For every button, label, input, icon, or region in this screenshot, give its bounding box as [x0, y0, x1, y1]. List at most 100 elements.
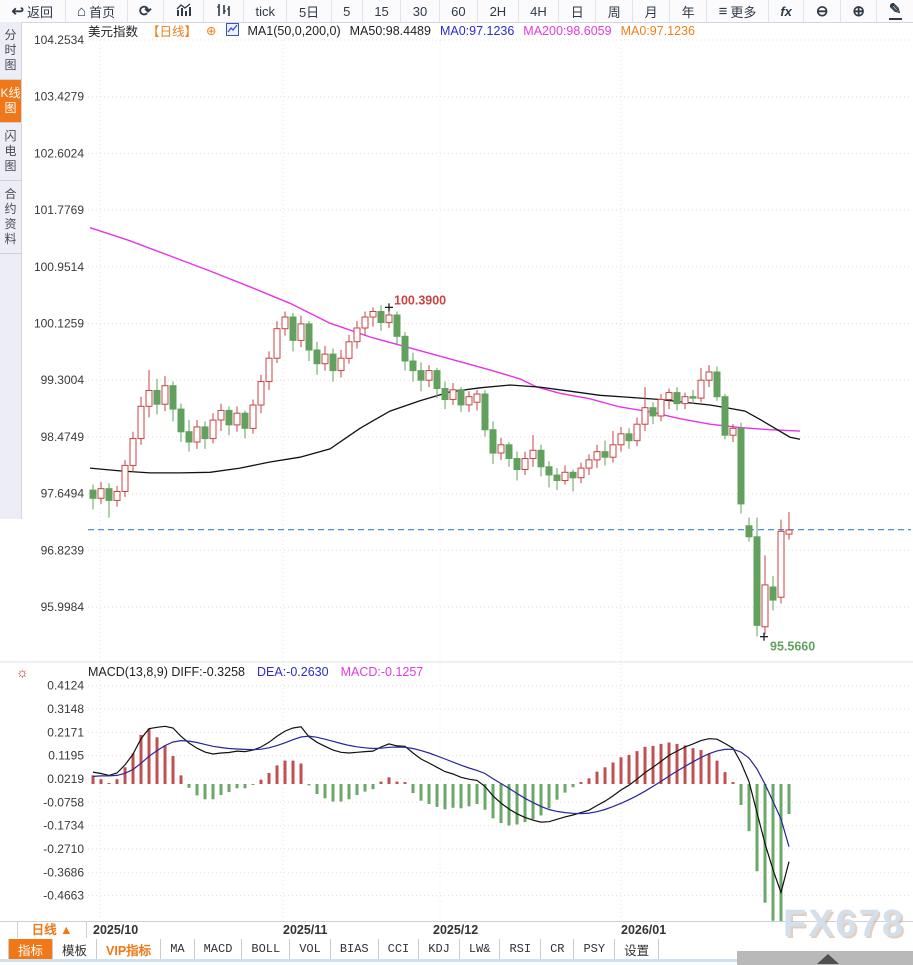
legend-item: MA0:97.1236 [439, 23, 515, 38]
scroll-up-arrow-icon[interactable] [817, 954, 839, 964]
indicator-button-vip指标[interactable]: VIP指标 [97, 939, 162, 959]
toolbar-period-5-button[interactable]: 5 [330, 0, 362, 22]
legend-item: MA1(50,0,200,0) [247, 23, 341, 38]
svg-text:0.4124: 0.4124 [47, 679, 84, 693]
month-label: 2025/10 [93, 923, 139, 937]
home-icon: ⌂ [77, 2, 87, 20]
indicator-toolbar: 指标 模板 VIP指标 MA MACD BOLL VOL BIAS CCI KDJ LW& RSI CR… [0, 939, 913, 962]
svg-text:0.3148: 0.3148 [47, 702, 84, 716]
toolbar-label: 首页 [89, 4, 116, 20]
svg-text:-0.4663: -0.4663 [43, 889, 84, 903]
indicator-button-vol[interactable]: VOL [290, 939, 331, 959]
toolbar-zoom-in[interactable]: ⊕ [839, 0, 877, 22]
toolbar-line-chart[interactable] [163, 0, 203, 22]
svg-text:-0.2710: -0.2710 [43, 842, 84, 856]
svg-text:103.4279: 103.4279 [34, 90, 84, 104]
toolbar-draw[interactable]: ✎ [876, 0, 913, 22]
indicator-button-boll[interactable]: BOLL [242, 939, 291, 959]
macd-settings-icon[interactable]: ☼ [16, 664, 29, 680]
toolbar-back[interactable]: ↩ 返回 [0, 0, 65, 22]
toolbar-period-4h-button[interactable]: 4H [517, 0, 559, 22]
toolbar-period-day-button[interactable]: 日 [558, 0, 595, 22]
month-label: 2025/11 [283, 923, 328, 937]
zoom-in-icon: ⊕ [852, 2, 865, 20]
indicator-button-lw[interactable]: LW& [460, 939, 501, 959]
toolbar-label: 返回 [27, 4, 54, 20]
svg-text:100.9514: 100.9514 [34, 260, 84, 274]
indicator-button-cci[interactable]: CCI [379, 939, 420, 959]
back-icon: ↩ [11, 2, 25, 20]
sidebar-tab-2[interactable]: K线图 [0, 80, 21, 123]
sidebar-tab-4[interactable]: 合约资料 [0, 181, 21, 254]
svg-text:97.6494: 97.6494 [41, 487, 85, 501]
toolbar-period-week-button[interactable]: 周 [595, 0, 632, 22]
sidebar-tab-3[interactable]: 闪电图 [0, 123, 21, 181]
indicator-button-ma[interactable]: MA [161, 939, 195, 959]
legend-item: MA50:98.4489 [349, 23, 431, 38]
toolbar-home[interactable]: ⌂ 首页 [64, 0, 127, 22]
svg-text:100.3900: 100.3900 [394, 293, 446, 307]
indicator-button-指标[interactable]: 指标 [8, 939, 54, 959]
svg-text:101.7769: 101.7769 [34, 203, 84, 217]
toolbar-period-5d-button[interactable]: 5日 [286, 0, 330, 22]
svg-text:95.5660: 95.5660 [770, 640, 815, 654]
toolbar-label: 更多 [730, 4, 757, 20]
candle-chart-icon [216, 3, 232, 20]
toolbar-label: 30 [412, 3, 428, 19]
svg-text:99.3004: 99.3004 [41, 373, 85, 387]
toolbar-label: 5日 [298, 4, 320, 20]
toolbar-candle-chart[interactable] [203, 0, 243, 22]
toolbar-label: 月 [644, 4, 658, 20]
svg-text:95.9984: 95.9984 [41, 600, 85, 614]
indicator-button-macd[interactable]: MACD [195, 939, 243, 959]
toolbar-fx-button[interactable]: fx [767, 0, 804, 22]
toolbar-label: 60 [451, 3, 466, 19]
toolbar-zoom-out[interactable]: ⊖ [803, 0, 840, 22]
indicator-button-rsi[interactable]: RSI [500, 939, 542, 959]
macd-legend-item: DEA:-0.2630 [257, 665, 329, 679]
toolbar-label: 5 [343, 3, 351, 19]
svg-text:-0.1734: -0.1734 [43, 819, 84, 833]
svg-text:-0.0758: -0.0758 [43, 795, 84, 809]
toolbar-refresh[interactable]: ⟳ [126, 0, 164, 22]
toolbar-more[interactable]: ≡ 更多 [706, 0, 768, 22]
toolbar-label: 15 [374, 3, 389, 19]
toolbar-label: 日 [570, 4, 584, 20]
toolbar-label: 年 [681, 4, 695, 20]
svg-text:0.0219: 0.0219 [47, 772, 84, 786]
indicator-button-psy[interactable]: PSY [574, 939, 616, 959]
legend-item: 美元指数 [88, 25, 139, 39]
legend-item: 【日线】 [147, 25, 198, 39]
toolbar-period-15-button[interactable]: 15 [361, 0, 400, 22]
toolbar-period-60-button[interactable]: 60 [438, 0, 477, 22]
bottom-scrollbar[interactable] [737, 951, 913, 965]
svg-text:0.2171: 0.2171 [47, 725, 84, 739]
left-tabs: 分时图 K线图 闪电图 合约资料 [0, 22, 22, 519]
line-chart-icon [176, 2, 192, 20]
svg-text:104.2534: 104.2534 [34, 33, 84, 47]
month-label: 2026/01 [621, 923, 667, 937]
toolbar-period-30-button[interactable]: 30 [400, 0, 438, 22]
indicator-button-kdj[interactable]: KDJ [419, 939, 460, 959]
xaxis-row: 日线 ▲ 2025/10 2025/11 2025/12 2026/01 [0, 921, 913, 940]
toolbar-period-2h-button[interactable]: 2H [477, 0, 518, 22]
toolbar-label: fx [780, 3, 792, 19]
triangle-up-icon: ▲ [60, 923, 73, 937]
indicator-button-设置[interactable]: 设置 [615, 939, 660, 959]
toolbar-period-year-button[interactable]: 年 [669, 0, 706, 22]
svg-text:-0.3686: -0.3686 [43, 865, 84, 879]
legend-item: MA200:98.6059 [523, 23, 612, 38]
period-dropdown[interactable]: 日线 ▲ [17, 922, 87, 938]
toolbar-tick-button[interactable]: tick [243, 0, 286, 22]
indicator-button-bias[interactable]: BIAS [331, 939, 379, 959]
indicator-button-模板[interactable]: 模板 [53, 939, 98, 959]
sidebar-tab-1[interactable]: 分时图 [0, 22, 21, 80]
draw-icon: ✎ [888, 1, 902, 20]
indicator-button-cr[interactable]: CR [541, 939, 575, 959]
toolbar-label: 周 [607, 4, 621, 20]
macd-legend-item: MACD(13,8,9) DIFF:-0.3258 [88, 665, 245, 679]
toolbar-period-month-button[interactable]: 月 [632, 0, 669, 22]
svg-text:102.6024: 102.6024 [34, 146, 84, 160]
